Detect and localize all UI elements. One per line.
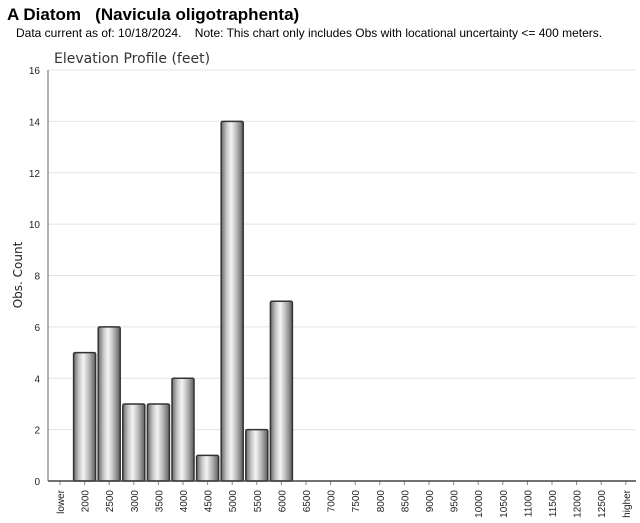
y-tick-label: 6 xyxy=(34,323,40,334)
x-tick-label: 3500 xyxy=(154,490,165,513)
x-tick-label: 11000 xyxy=(523,490,534,518)
x-tick-label: 11500 xyxy=(548,490,559,518)
x-tick-label: 10500 xyxy=(499,490,510,518)
y-tick-label: 16 xyxy=(29,66,41,77)
x-tick-label: 10000 xyxy=(474,490,485,518)
data-note: Data current as of: 10/18/2024. Note: Th… xyxy=(16,26,603,40)
y-tick-label: 14 xyxy=(29,117,41,128)
bar-6000 xyxy=(269,300,294,482)
y-tick-label: 2 xyxy=(34,426,40,437)
x-tick-label: 12000 xyxy=(573,490,584,518)
y-tick-label: 10 xyxy=(29,220,41,231)
x-tick-label: 4000 xyxy=(179,490,190,513)
bar-4500 xyxy=(195,454,220,482)
y-tick-label: 12 xyxy=(29,169,41,180)
page-title: A Diatom (Navicula oligotraphenta) xyxy=(7,5,300,24)
bar-5500 xyxy=(245,428,269,482)
x-tick-label: 3000 xyxy=(130,490,141,513)
y-axis-title: Obs. Count xyxy=(11,241,25,308)
x-tick-label: 9500 xyxy=(450,490,461,513)
bar-3500 xyxy=(146,403,171,482)
bar-3000 xyxy=(122,403,146,482)
bar-5000 xyxy=(220,120,244,482)
x-tick-label: 6000 xyxy=(277,490,288,513)
x-tick-label: 4500 xyxy=(204,490,215,513)
x-tick-label: 2000 xyxy=(81,490,92,513)
y-tick-label: 8 xyxy=(34,272,40,283)
x-tick-label: 9000 xyxy=(425,490,436,513)
x-tick-label: 8000 xyxy=(376,490,387,513)
bar-2000 xyxy=(72,351,97,482)
bar-2500 xyxy=(97,326,121,482)
x-tick-label: lower xyxy=(56,489,67,514)
x-tick-label: 5500 xyxy=(253,490,264,513)
bar-4000 xyxy=(171,377,195,482)
x-tick-label: 5000 xyxy=(228,490,239,513)
y-tick-label: 0 xyxy=(34,477,40,488)
y-tick-label: 4 xyxy=(34,374,40,385)
x-tick-label: 6500 xyxy=(302,490,313,513)
chart-title: Elevation Profile (feet) xyxy=(54,51,210,67)
x-tick-label: higher xyxy=(622,489,633,517)
x-tick-label: 8500 xyxy=(400,490,411,513)
x-tick-label: 7500 xyxy=(351,490,362,513)
x-tick-label: 12500 xyxy=(597,490,608,518)
x-tick-label: 7000 xyxy=(327,490,338,513)
x-tick-label: 2500 xyxy=(105,490,116,513)
